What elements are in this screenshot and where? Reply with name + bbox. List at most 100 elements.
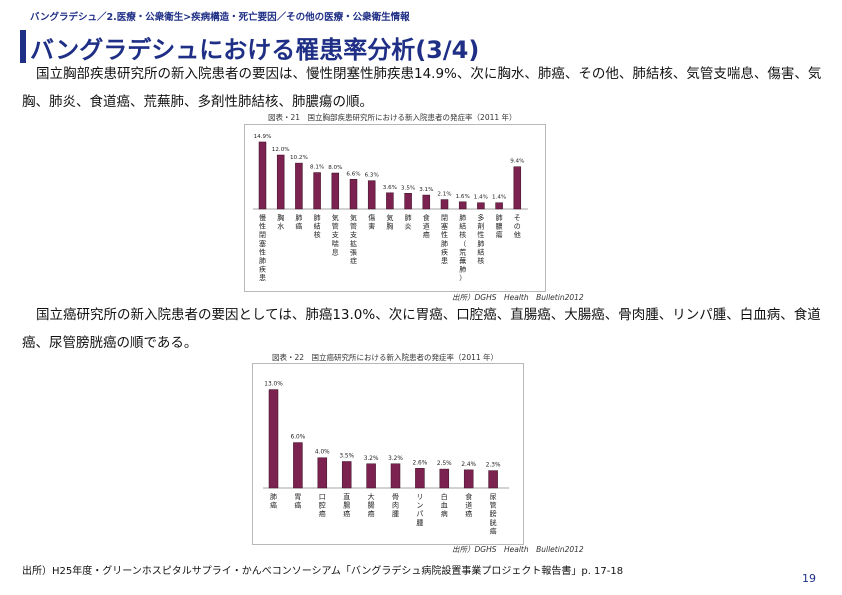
bar bbox=[317, 457, 328, 489]
bar bbox=[495, 202, 503, 210]
paragraph-chest-institute: 国立胸部疾患研究所の新入院患者の要因は、慢性閉塞性肺疾患14.9%、次に胸水、肺… bbox=[22, 60, 827, 116]
category-label: 癌 bbox=[319, 509, 326, 518]
category-label: 多 bbox=[477, 213, 484, 222]
category-label: 塞 bbox=[259, 239, 266, 248]
paragraph-cancer-text: 国立癌研究所の新入院患者の要因としては、肺癌13.0%、次に胃癌、口腔癌、直腸癌… bbox=[22, 307, 821, 351]
category-label: 癌 bbox=[295, 222, 302, 231]
title-accent-bar bbox=[20, 30, 26, 63]
category-label: 疾 bbox=[259, 265, 266, 274]
bar bbox=[276, 154, 285, 210]
category-label: 肺 bbox=[405, 214, 412, 222]
category-label: 血 bbox=[441, 501, 448, 510]
category-label: 病 bbox=[441, 509, 448, 518]
category-label: 炎 bbox=[405, 223, 412, 231]
category-label: 道 bbox=[465, 501, 472, 510]
category-label: 傷 bbox=[368, 213, 375, 222]
category-label: 剤 bbox=[477, 222, 484, 231]
bar bbox=[513, 166, 522, 210]
paragraph-cancer-institute: 国立癌研究所の新入院患者の要因としては、肺癌13.0%、次に胃癌、口腔癌、直腸癌… bbox=[22, 301, 827, 357]
data-label: 2.5% bbox=[437, 461, 452, 467]
category-label: 核 bbox=[459, 230, 466, 239]
data-label: 2.4% bbox=[461, 462, 476, 468]
chart2-source: 出所）DGHS Health Bulletin2012 bbox=[452, 545, 584, 554]
category-label: 閉 bbox=[441, 214, 448, 222]
category-label: 腫 bbox=[416, 518, 423, 527]
category-label: 胃 bbox=[294, 493, 301, 501]
chart1-title: 図表・21 国立胸部疾患研究所における新入院患者の発症率（2011 年） bbox=[268, 113, 517, 122]
data-label: 4.0% bbox=[315, 450, 330, 456]
category-label: の bbox=[514, 223, 521, 231]
data-label: 1.4% bbox=[474, 195, 488, 201]
chart2-svg: 13.0%肺癌6.0%胃癌4.0%口腔癌3.5%直腸癌3.2%大腸癌3.2%骨肉… bbox=[263, 382, 509, 535]
category-label: 白 bbox=[441, 492, 448, 501]
bar bbox=[367, 180, 376, 210]
bar bbox=[331, 172, 340, 210]
bar bbox=[386, 192, 394, 210]
bar bbox=[295, 162, 303, 210]
bar bbox=[422, 194, 431, 210]
category-label: 核 bbox=[477, 256, 484, 265]
category-label: 核 bbox=[314, 230, 321, 239]
chart1-frame: 14.9% 慢性閉塞性肺疾患 12.0% 胸水 10.2% 肺癌 8.1% 肺結核 8.0% 気管… bbox=[244, 124, 546, 292]
category-label: 害 bbox=[368, 222, 375, 231]
bar bbox=[477, 202, 485, 210]
category-label: 患 bbox=[259, 273, 266, 282]
data-label: 2.1% bbox=[437, 192, 451, 198]
category-label: 閉 bbox=[259, 231, 266, 239]
data-label: 9.4% bbox=[510, 159, 524, 165]
category-label: 塞 bbox=[441, 222, 448, 231]
category-label: 癌 bbox=[423, 230, 430, 239]
bar bbox=[440, 199, 449, 210]
category-label: ） bbox=[459, 274, 466, 282]
chart1-svg: 14.9%慢性閉塞性肺疾患12.0%胸水10.2%肺癌8.1%肺結核8.0%気管… bbox=[253, 134, 528, 282]
category-label: 膀 bbox=[490, 509, 497, 518]
category-label: 食 bbox=[465, 492, 472, 501]
data-label: 8.1% bbox=[310, 165, 324, 171]
bar bbox=[404, 193, 412, 210]
data-label: 12.0% bbox=[272, 147, 290, 153]
category-label: 結 bbox=[459, 222, 466, 231]
category-label: 肺 bbox=[295, 214, 302, 222]
category-label: 喘 bbox=[332, 239, 339, 248]
category-label: 腸 bbox=[368, 502, 375, 510]
category-label: 腔 bbox=[319, 501, 326, 510]
category-label: 結 bbox=[314, 222, 321, 231]
category-label: 張 bbox=[350, 248, 357, 256]
data-label: 3.2% bbox=[364, 456, 379, 462]
category-label: 他 bbox=[514, 230, 521, 239]
bar bbox=[463, 469, 474, 489]
category-label: 支 bbox=[350, 230, 357, 239]
data-label: 3.5% bbox=[339, 454, 354, 460]
data-label: 3.6% bbox=[383, 185, 397, 191]
category-label: 支 bbox=[332, 230, 339, 239]
category-label: 荒 bbox=[459, 247, 466, 256]
category-label: 肺 bbox=[459, 214, 466, 222]
category-label: 結 bbox=[477, 247, 484, 256]
paragraph-chest-text: 国立胸部疾患研究所の新入院患者の要因は、慢性閉塞性肺疾患14.9%、次に胸水、肺… bbox=[22, 66, 822, 110]
data-label: 3.5% bbox=[401, 185, 415, 191]
data-label: 2.3% bbox=[486, 463, 501, 469]
category-label: 癌 bbox=[368, 509, 375, 518]
data-label: 8.0% bbox=[328, 165, 342, 171]
category-label: 管 bbox=[332, 222, 339, 231]
category-label: 患 bbox=[441, 256, 448, 265]
category-label: 腸 bbox=[343, 502, 350, 510]
data-label: 1.4% bbox=[492, 195, 506, 201]
data-label: 10.2% bbox=[290, 155, 308, 161]
category-label: 肺 bbox=[496, 214, 503, 222]
category-label: 肺 bbox=[270, 493, 277, 501]
data-label: 2.6% bbox=[413, 460, 428, 466]
category-label: 直 bbox=[343, 492, 350, 501]
category-label: 癌 bbox=[343, 509, 350, 518]
bar bbox=[415, 468, 425, 489]
category-label: 肺 bbox=[259, 257, 266, 265]
category-label: 癌 bbox=[490, 526, 497, 535]
bar bbox=[366, 463, 376, 489]
bar bbox=[488, 470, 498, 489]
category-label: 症 bbox=[350, 256, 357, 265]
category-label: 瘍 bbox=[496, 230, 503, 239]
data-label: 6.6% bbox=[346, 171, 360, 177]
category-label: 気 bbox=[386, 213, 393, 222]
data-label: 3.2% bbox=[388, 456, 403, 462]
category-label: 性 bbox=[259, 247, 266, 256]
